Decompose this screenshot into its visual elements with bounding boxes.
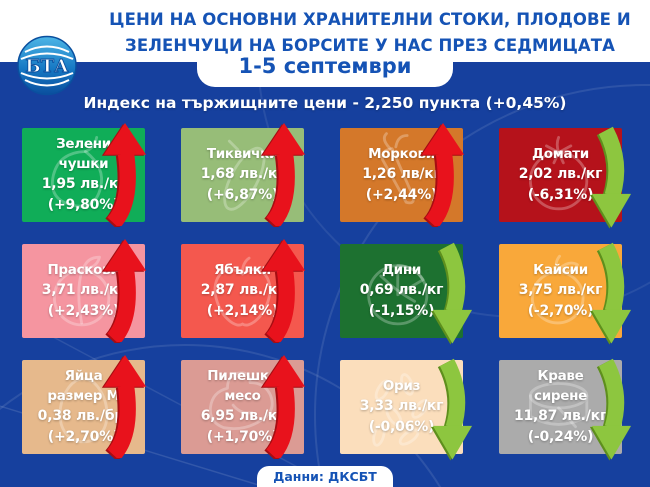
product-price: 11,87 лв./кг [513,408,608,425]
product-change: (-0,24%) [527,429,594,446]
product-price: 2,02 лв./кг [518,166,603,183]
product-name: Пилешко месо [207,367,278,404]
zucchini-outline-icon [223,139,266,211]
product-price: 6,95 лв./кг [200,408,285,425]
product-change: (+2,14%) [206,303,279,320]
source-label: Данни: ДКСБТ [273,469,377,484]
price-card-zucchini: Тиквички 1,68 лв./кг (+6,87%) [181,123,306,226]
product-change: (+9,80%) [47,197,120,214]
product-name: Яйца размер М [47,367,120,404]
price-card-apples: Ябълки 2,87 лв./кг (+2,14%) [181,239,306,342]
product-change: (-1,15%) [368,303,435,320]
price-card-chicken-meat: Пилешко месо 6,95 лв./кг (+1,70%) [181,355,306,458]
pepper-outline-icon [51,135,104,208]
price-card-cow-cheese: Краве сирене 11,87 лв./кг (-0,24%) [499,358,632,460]
price-cards-grid: Зелени чушки 1,95 лв./кг (+9,80%) Тиквич… [22,123,632,460]
product-price: 1,95 лв./кг [41,176,126,193]
page-title-line1: ЦЕНИ НА ОСНОВНИ ХРАНИТЕЛНИ СТОКИ, ПЛОДОВ… [109,10,631,29]
product-price: 3,71 лв./кг [41,282,126,299]
price-card-watermelons: Дини 0,69 лв./кг (-1,15%) [340,242,473,344]
price-card-apricots: Кайсии 3,75 лв./кг (-2,70%) [499,242,632,344]
product-change: (+1,70%) [206,429,279,446]
product-price: 0,38 лв./бр. [37,408,130,425]
bta-globe-logo-icon: БТА [17,35,77,96]
product-change: (+2,70%) [47,429,120,446]
cheese-outline-icon [529,382,589,429]
apricot-outline-icon [530,254,585,325]
rice-outline-icon [372,373,430,447]
product-name: Кайсии [533,261,588,278]
price-card-rice: Ориз 3,33 лв./кг (-0,06%) [340,358,473,460]
product-change: (+6,87%) [206,187,279,204]
product-name: Моркови [368,145,435,162]
egg-outline-icon [58,377,109,444]
product-change: (+2,43%) [47,303,120,320]
date-tab: 1-5 септември [197,54,453,87]
watermelon-outline-icon [367,264,429,326]
price-card-eggs: Яйца размер М 0,38 лв./бр. (+2,70%) [22,355,147,458]
source-pill: Данни: ДКСБТ [257,466,393,487]
page-title: ЦЕНИ НА ОСНОВНИ ХРАНИТЕЛНИ СТОКИ, ПЛОДОВ… [100,7,640,58]
product-price: 3,75 лв./кг [518,282,603,299]
page-title-line2: ЗЕЛЕНЧУЦИ НА БОРСИТЕ У НАС ПРЕЗ СЕДМИЦАТ… [125,35,615,55]
market-index-line: Индекс на тържищните цени - 2,250 пункта… [83,94,567,112]
product-name: Зелени чушки [56,135,111,172]
product-name: Краве сирене [534,367,587,404]
product-name: Праскови [47,261,120,278]
product-change: (-2,70%) [527,303,594,320]
price-card-carrots: Моркови 1,26 лв/кг (+2,44%) [340,123,465,226]
product-name: Ориз [382,377,421,394]
price-card-tomatoes: Домати 2,02 лв./кг (-6,31%) [499,126,632,228]
product-price: 3,33 лв./кг [359,398,444,415]
product-change: (-0,06%) [368,419,435,436]
bta-logo-text: БТА [25,56,69,77]
chicken-outline-icon [208,371,274,431]
product-name: Тиквички [206,145,279,162]
header-band: ЦЕНИ НА ОСНОВНИ ХРАНИТЕЛНИ СТОКИ, ПЛОДОВ… [0,0,650,62]
product-name: Ябълки [214,261,271,278]
product-price: 1,26 лв/кг [362,166,441,183]
price-card-peaches: Праскови 3,71 лв./кг (+2,43%) [22,239,147,342]
product-price: 1,68 лв./кг [200,166,285,183]
product-change: (+2,44%) [365,187,438,204]
carrot-outline-icon [380,132,415,205]
product-price: 0,69 лв./кг [359,282,444,299]
price-card-green-peppers: Зелени чушки 1,95 лв./кг (+9,80%) [22,123,147,226]
product-change: (-6,31%) [527,187,594,204]
product-name: Домати [532,145,589,162]
product-price: 2,87 лв./кг [200,282,285,299]
tomato-outline-icon [529,135,589,211]
product-name: Дини [381,261,422,278]
date-range: 1-5 септември [238,54,412,78]
